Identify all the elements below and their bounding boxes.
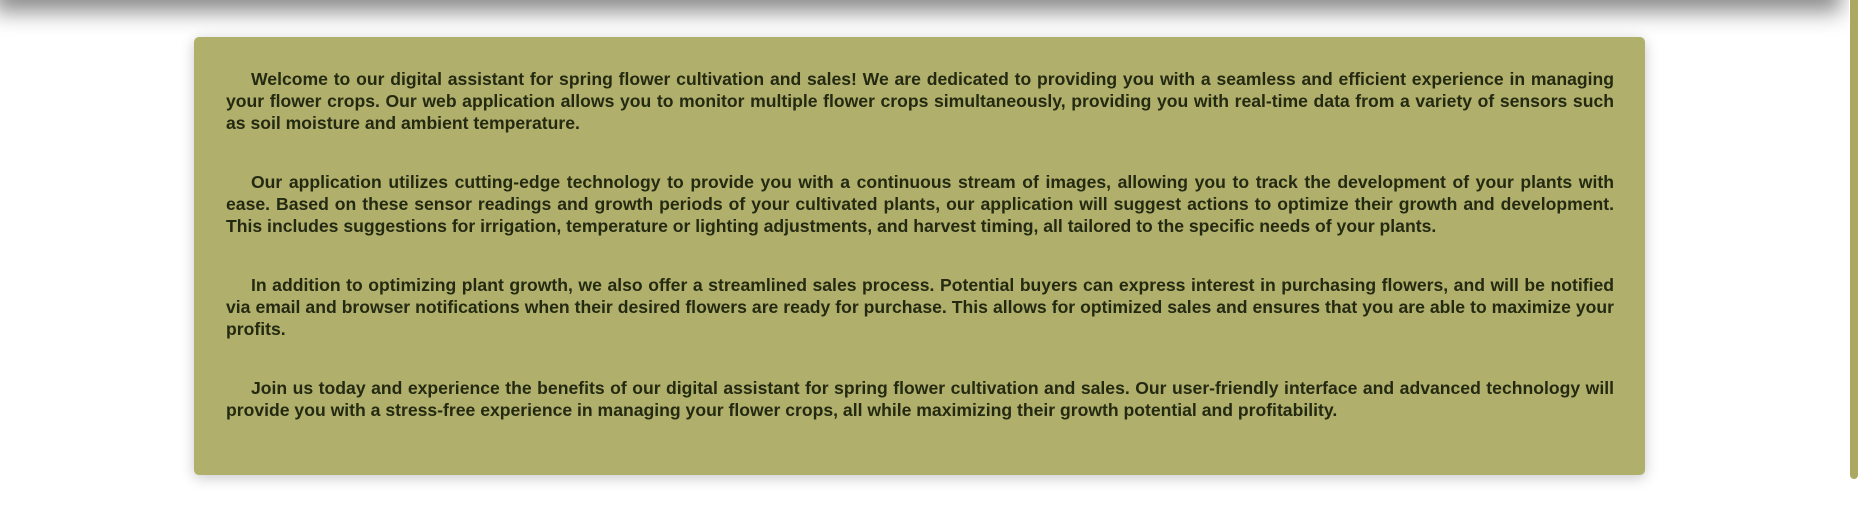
intro-paragraph-technology: Our application utilizes cutting-edge te…	[226, 172, 1614, 236]
intro-paragraph-sales: In addition to optimizing plant growth, …	[226, 275, 1614, 339]
intro-card: Welcome to our digital assistant for spr…	[194, 37, 1645, 475]
intro-paragraph-welcome: Welcome to our digital assistant for spr…	[226, 69, 1614, 133]
intro-paragraph-join: Join us today and experience the benefit…	[226, 378, 1614, 420]
scrollbar-thumb[interactable]	[1850, 0, 1858, 479]
